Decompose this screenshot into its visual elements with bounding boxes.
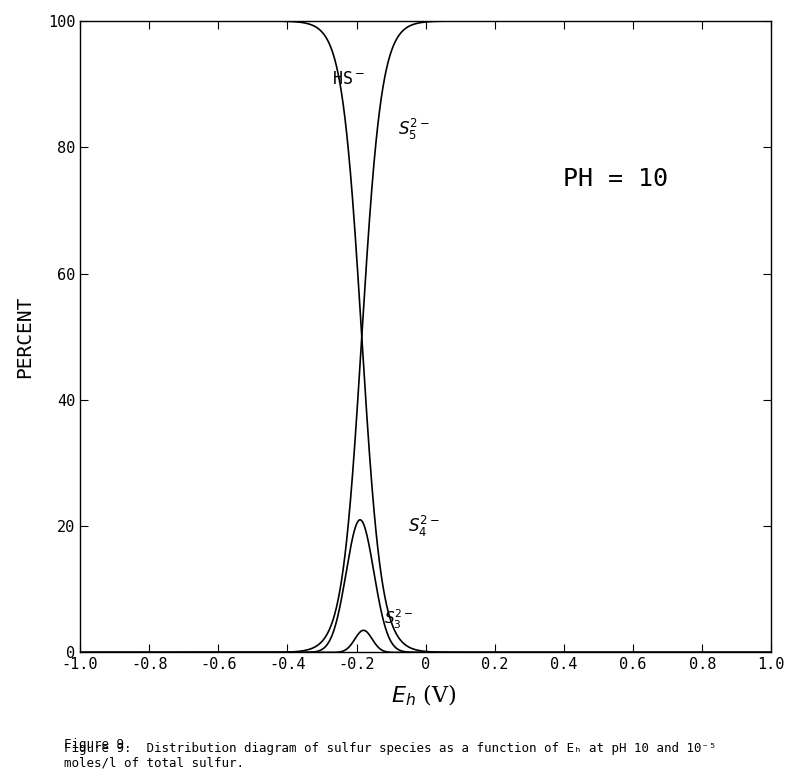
Text: Figure 9.: Figure 9. [64, 738, 131, 751]
Text: $S_5^{2-}$: $S_5^{2-}$ [398, 116, 430, 141]
Text: $S_4^{2-}$: $S_4^{2-}$ [409, 515, 441, 540]
Y-axis label: PERCENT: PERCENT [15, 295, 34, 378]
Text: $E_h$ (V): $E_h$ (V) [391, 683, 457, 708]
Text: PH = 10: PH = 10 [563, 167, 668, 191]
Text: Figure 9.  Distribution diagram of sulfur species as a function of Eₕ at pH 10 a: Figure 9. Distribution diagram of sulfur… [64, 742, 717, 770]
Text: HS$^-$: HS$^-$ [333, 70, 366, 88]
Text: $S_3^{2-}$: $S_3^{2-}$ [384, 608, 414, 630]
